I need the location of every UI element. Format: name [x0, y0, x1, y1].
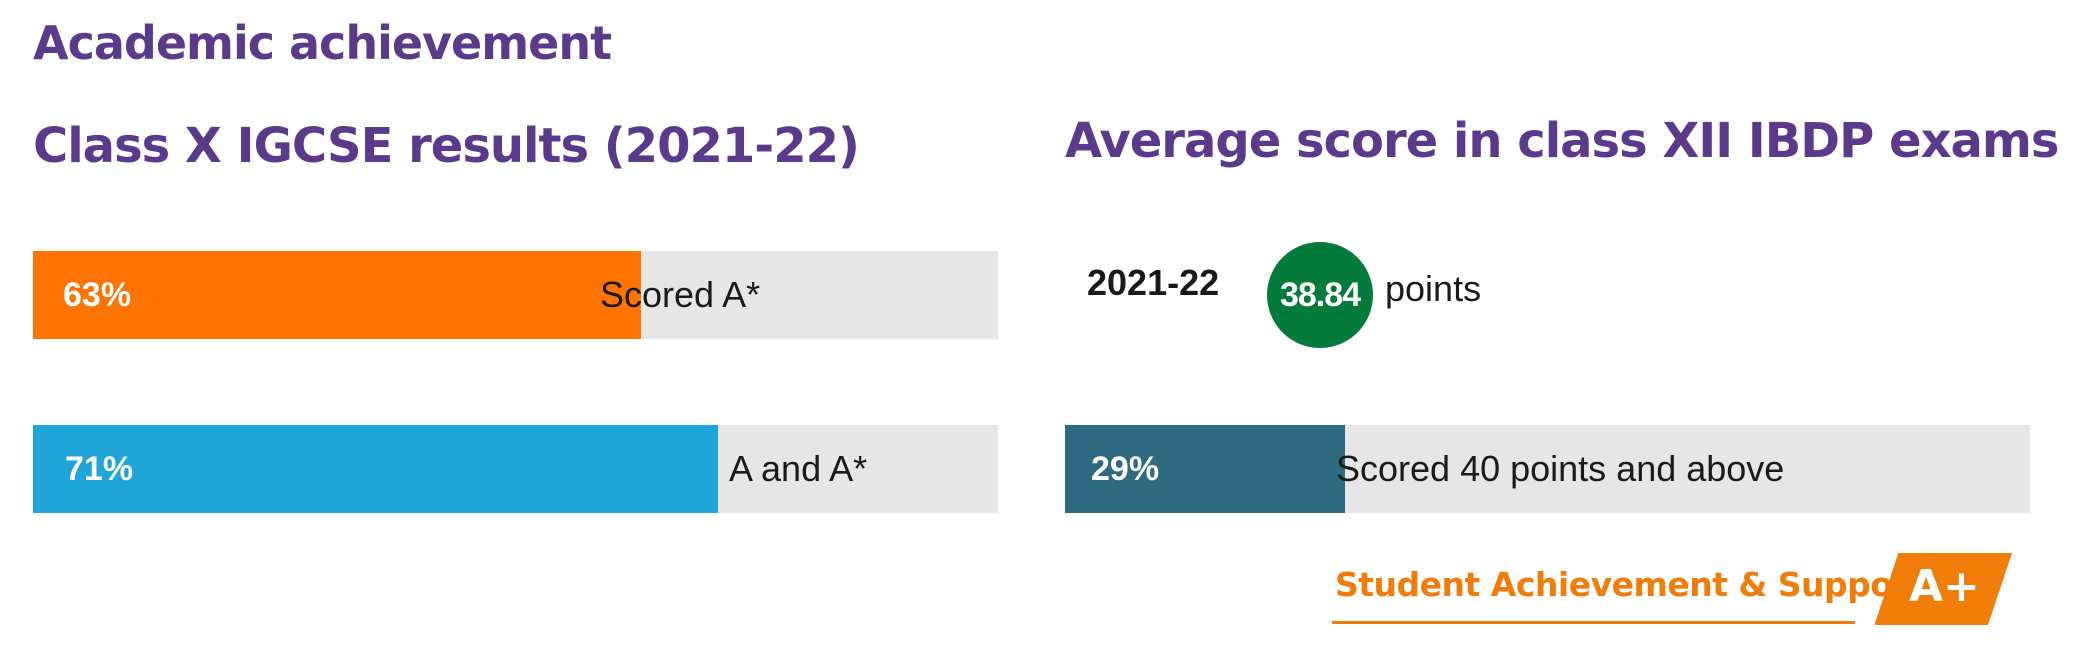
igcse-chart-title: Class X IGCSE results (2021-22): [33, 118, 860, 174]
igcse-bar-track: 63% Scored A*: [33, 251, 998, 339]
igcse-bar-fill: [33, 251, 641, 339]
achievement-badge: Student Achievement & Support A+: [1332, 553, 2012, 625]
ibdp-chart-title: Average score in class XII IBDP exams: [1065, 113, 2059, 169]
igcse-bar-value: 63%: [63, 276, 132, 314]
badge-underline: [1332, 621, 1855, 624]
igcse-bar-fill: [33, 425, 719, 513]
badge-grade: A+: [1909, 561, 1980, 612]
badge-slash-icon: [1874, 553, 1902, 625]
ibdp-bar-track: 29% Scored 40 points and above: [1065, 425, 2030, 513]
ibdp-bar-value: 29%: [1091, 450, 1160, 488]
ibdp-bar-fill: [1065, 425, 1345, 513]
ibdp-score-circle: 38.84: [1267, 242, 1373, 348]
ibdp-score-value: 38.84: [1279, 276, 1361, 314]
igcse-bar-value: 71%: [65, 450, 134, 488]
page-title: Academic achievement: [33, 16, 612, 70]
igcse-bar-track: 71% A and A*: [33, 425, 998, 513]
ibdp-score-unit: points: [1385, 268, 1482, 309]
ibdp-year-label: 2021-22: [1087, 262, 1220, 303]
igcse-bar-label: Scored A*: [600, 274, 761, 315]
ibdp-bar-label: Scored 40 points and above: [1336, 448, 1785, 489]
badge-text: Student Achievement & Support: [1335, 565, 1924, 604]
badge-grade-shape: [1877, 553, 2012, 625]
igcse-bar-label: A and A*: [729, 448, 868, 489]
